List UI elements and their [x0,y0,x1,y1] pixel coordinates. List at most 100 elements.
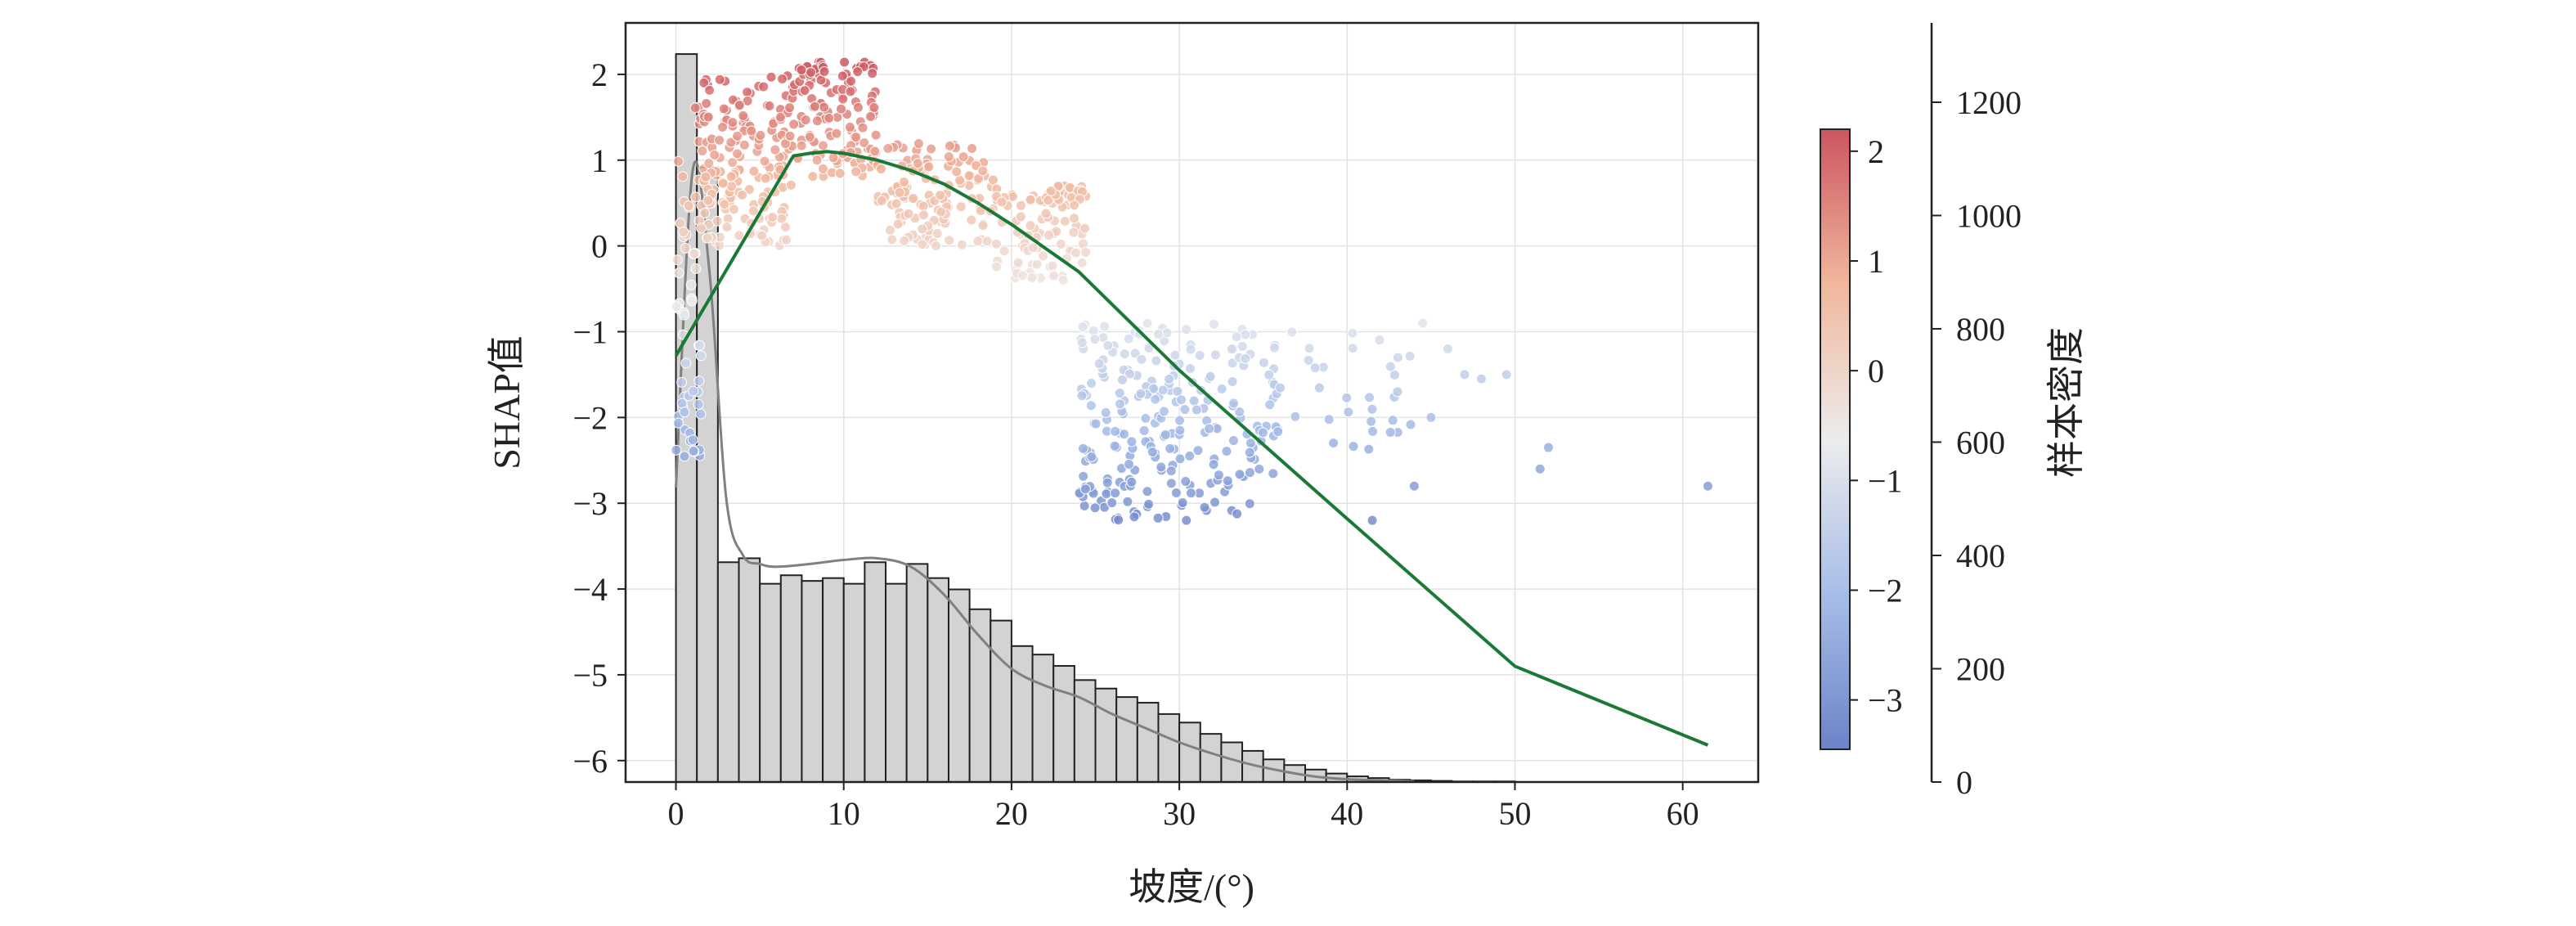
histogram-bar [864,561,887,782]
scatter-point [824,112,835,124]
scatter-point [944,235,955,246]
scatter-point [1347,343,1358,354]
scatter-point [1126,476,1138,488]
histogram-bar [842,582,866,782]
scatter-point [743,184,755,196]
scatter-point [1070,247,1082,258]
scatter-point [1068,227,1079,238]
y-tick-label: 2 [591,56,608,93]
scatter-point [1086,378,1097,389]
scatter-point [1102,477,1113,488]
scatter-point [1138,425,1150,436]
scatter-point [680,357,692,369]
scatter-point [811,115,823,127]
scatter-point [1313,382,1325,393]
scatter-point [781,234,792,245]
scatter-point [697,146,708,157]
scatter-point [1181,324,1192,335]
scatter-point [680,242,691,254]
scatter-point [908,193,919,205]
scatter-point [1119,429,1130,440]
scatter-point [857,122,868,133]
x-tick-label: 60 [1667,795,1699,832]
scatter-point [1543,442,1555,453]
scatter-point [867,68,878,79]
scatter-point [703,158,715,169]
colorbar-tick-label: −1 [1868,462,1903,499]
scatter-point [809,101,820,112]
scatter-point [935,190,946,201]
scatter-point [690,263,702,274]
scatter-point [1015,200,1026,211]
scatter-point [1275,382,1286,393]
scatter-point [800,115,811,126]
scatter-point [918,200,929,212]
histogram-bar [759,582,782,782]
scatter-point [1148,383,1160,394]
scatter-point [1114,388,1125,399]
scatter-point [1389,369,1400,380]
scatter-point [1257,427,1268,438]
scatter-point [1245,438,1256,449]
plot-frame [624,21,1760,784]
kde-line [675,160,1415,782]
scatter-point [727,117,738,128]
scatter-point [1191,404,1202,416]
scatter-point [679,309,690,321]
scatter-point [1209,497,1221,508]
scatter-point [1077,321,1088,333]
scatter-point [1387,415,1398,426]
scatter-point [1150,393,1161,405]
scatter-point [711,215,723,227]
x-tick-label: 0 [668,795,684,832]
scatter-point [1194,350,1205,362]
scatter-point [1057,274,1069,285]
scatter-point [1099,321,1111,332]
scatter-point [966,214,977,226]
scatter-point [1122,496,1133,507]
scatter-point [1165,478,1177,489]
scatter-point [1076,390,1088,402]
scatter-point [1348,441,1359,452]
scatter-point [1185,344,1196,355]
scatter-point [687,434,698,446]
scatter-point [755,129,766,141]
scatter-point [1143,498,1155,510]
scatter-point [837,70,848,82]
x-axis-label: 坡度/(°) [1129,866,1254,908]
scatter-point [1093,358,1105,370]
scatter-point [1124,368,1135,380]
scatter-point [1170,487,1182,498]
scatter-point [760,173,771,184]
scatter-point [1113,515,1124,526]
scatter-point [698,77,710,88]
scatter-point [1180,475,1192,487]
scatter-point [1136,353,1147,365]
scatter-point [734,100,745,111]
scatter-point [1244,447,1255,458]
scatter-point [819,65,830,77]
scatter-point [852,101,864,113]
scatter-point [672,417,684,429]
scatter-point [1244,467,1255,479]
scatter-point [886,234,898,245]
scatter-point [903,208,914,219]
colorbar-tick-label: 1 [1868,243,1884,280]
scatter-point [1254,463,1265,474]
scatter-point [844,121,855,133]
scatter-point [693,375,705,387]
scatter-point [1236,340,1248,352]
scatter-point [1374,335,1385,346]
scatter-point [807,171,819,182]
scatter-point [1232,508,1243,519]
scatter-point [1343,407,1354,418]
density-tick-label: 1000 [1956,197,2022,234]
scatter-point [1268,468,1279,479]
scatter-point [1027,242,1039,254]
scatter-points [671,56,1713,526]
scatter-point [709,149,720,160]
scatter-point [738,139,750,151]
scatter-point [737,189,748,200]
scatter-point [685,279,697,290]
histogram-bar [716,561,740,782]
